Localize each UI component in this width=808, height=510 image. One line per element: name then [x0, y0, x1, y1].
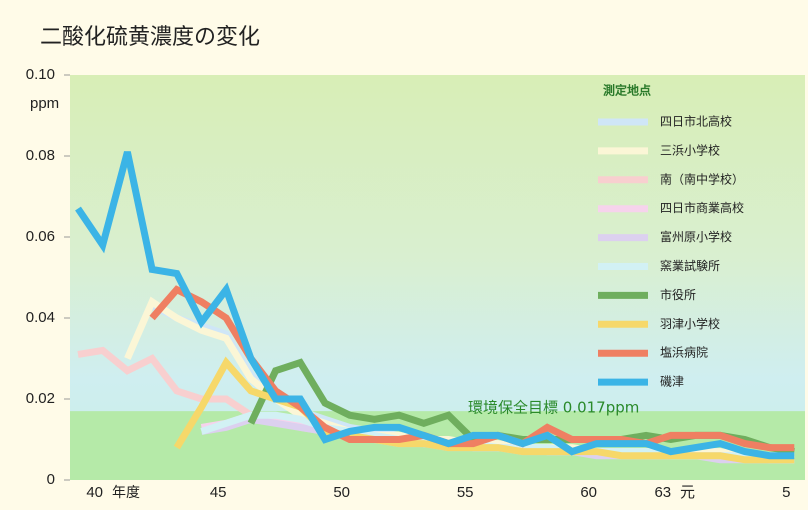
legend-label: 磯津 — [660, 375, 684, 389]
legend-label: 羽津小学校 — [660, 316, 720, 331]
legend-title: 測定地点 — [603, 83, 651, 98]
y-tick-label: 0 — [47, 471, 55, 488]
y-axis-label: ppm — [30, 95, 59, 112]
annotation: 環境保全目標 0.017ppm — [468, 399, 639, 417]
y-tick-label: 0.02 — [26, 390, 55, 407]
legend-label: 南（南中学校） — [660, 171, 744, 186]
legend-label: 四日市北高校 — [660, 114, 732, 129]
legend-label: 三浜小学校 — [660, 142, 720, 157]
x-tick-label: 45 — [210, 484, 227, 501]
x-tick-label: 5 — [782, 484, 790, 501]
legend-label: 市役所 — [660, 287, 696, 302]
legend-label: 塩浜病院 — [660, 345, 708, 360]
x-tick-label: 50 — [333, 484, 350, 501]
x-tick-label: 63 — [654, 484, 671, 501]
legend-label: 富州原小学校 — [660, 229, 732, 244]
legend-label: 窯業試験所 — [660, 258, 720, 273]
series-line — [75, 151, 795, 460]
x-tick-label: 元 — [680, 484, 695, 501]
y-tick-label: 0.08 — [26, 147, 55, 164]
chart-title: 二酸化硫黄濃度の変化 — [40, 25, 260, 50]
y-tick-label: 0.06 — [26, 228, 55, 245]
x-tick-label: 60 — [580, 484, 597, 501]
x-axis-label: 年度 — [112, 485, 140, 501]
y-tick-label: 0.10 — [26, 66, 55, 83]
legend-label: 四日市商業高校 — [660, 200, 744, 215]
x-tick-label: 55 — [457, 484, 474, 501]
y-tick-label: 0.04 — [26, 309, 55, 326]
x-tick-label: 40 — [86, 484, 103, 501]
